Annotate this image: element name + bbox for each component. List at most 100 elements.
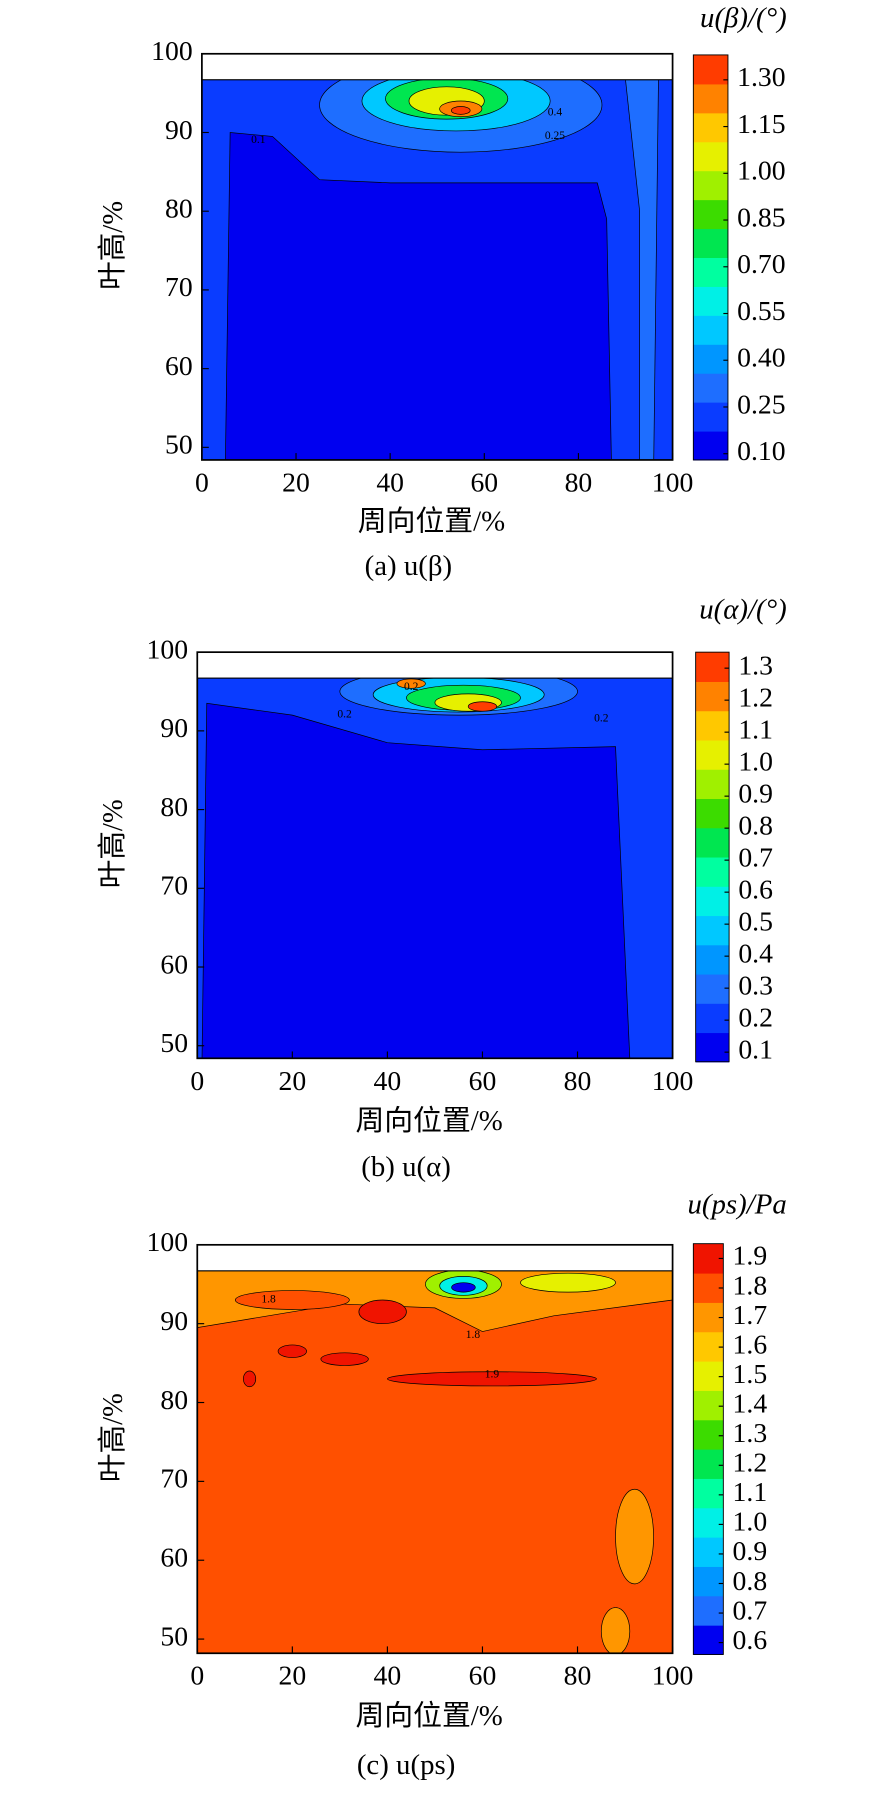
colorbar-tick-label: 1.2	[733, 1447, 768, 1478]
plot-frame	[196, 651, 674, 1060]
colorbar-band	[695, 652, 730, 682]
colorbar-band	[695, 973, 730, 1004]
colorbar-band	[693, 1331, 724, 1362]
x-tick-label: 20	[282, 467, 310, 498]
contour-label: 0.2	[337, 709, 352, 721]
colorbar-band	[693, 1419, 724, 1450]
colorbar-band	[693, 228, 728, 259]
contour-label: 1.9	[485, 1369, 500, 1381]
colorbar-tick-label: 0.9	[738, 778, 773, 809]
colorbar-tick-label: 1.0	[733, 1506, 768, 1537]
caption: (b) u(α)	[361, 1151, 451, 1183]
colorbar-tick-label: 1.1	[733, 1476, 768, 1507]
colorbar-title: u(α)/(°)	[699, 594, 787, 626]
colorbar-tick-label: 1.8	[733, 1269, 768, 1300]
colorbar-band	[695, 827, 730, 858]
colorbar-tick-label: 0.70	[737, 248, 785, 279]
y-tick-label: 60	[165, 350, 193, 381]
y-tick-label: 90	[165, 114, 193, 145]
contour-label: 0.2	[594, 713, 609, 725]
contour-region	[600, 1607, 631, 1654]
colorbar-tick-label: 0.8	[733, 1565, 768, 1596]
colorbar-tick-label: 0.7	[733, 1594, 768, 1625]
colorbar-tick-label: 1.2	[738, 682, 773, 713]
colorbar-band	[695, 856, 730, 887]
contour-region	[243, 1370, 257, 1388]
x-tick-label: 0	[190, 1660, 204, 1691]
colorbar-tick-label: 0.9	[733, 1535, 768, 1566]
plot-frame	[196, 1243, 674, 1655]
x-tick-label: 60	[469, 1660, 497, 1691]
colorbar-band	[695, 944, 730, 975]
colorbar-band	[693, 286, 728, 316]
colorbar-tick-label: 0.10	[737, 435, 785, 466]
contour-label: 0.2	[404, 681, 419, 693]
x-tick-label: 20	[278, 1660, 306, 1691]
y-tick-label: 80	[160, 1384, 188, 1415]
colorbar-band	[693, 1449, 724, 1479]
contour-region	[387, 1371, 597, 1387]
colorbar-tick-label: 1.30	[737, 61, 785, 92]
colorbar-tick-label: 1.5	[733, 1358, 768, 1389]
colorbar-band	[693, 1478, 724, 1509]
colorbar-tick-label: 1.7	[733, 1299, 768, 1330]
x-tick-label: 100	[652, 467, 694, 498]
colorbar-band	[693, 1595, 724, 1626]
colorbar-band	[695, 710, 730, 741]
x-tick-label: 80	[564, 1660, 592, 1691]
y-tick-label: 60	[160, 948, 188, 979]
colorbar-band	[693, 344, 728, 374]
x-axis-label: 周向位置/%	[355, 1105, 502, 1137]
y-axis-label: 叶高/%	[97, 201, 129, 290]
blank-band	[197, 652, 673, 679]
x-tick-label: 40	[376, 467, 404, 498]
y-tick-label: 60	[160, 1542, 188, 1573]
colorbar-tick-label: 0.7	[738, 842, 773, 873]
colorbar-tick-label: 1.00	[737, 155, 785, 186]
y-tick-label: 70	[165, 271, 193, 302]
colorbar-tick-label: 1.9	[733, 1240, 768, 1271]
colorbar-band	[693, 1390, 724, 1421]
x-tick-label: 40	[374, 1065, 402, 1096]
contour-label: 0.25	[545, 130, 565, 142]
colorbar-band	[693, 1507, 724, 1538]
x-tick-label: 80	[565, 467, 593, 498]
x-tick-label: 20	[278, 1065, 306, 1096]
contour-field	[197, 652, 673, 1059]
colorbar-band	[695, 798, 730, 829]
y-tick-label: 50	[165, 429, 193, 460]
colorbar-band	[693, 170, 728, 201]
colorbar-tick-label: 1.6	[733, 1329, 768, 1360]
contour-region	[520, 1272, 616, 1293]
colorbar-band	[695, 1032, 730, 1063]
colorbar-frame	[695, 651, 730, 1063]
colorbar-tick-label: 1.1	[738, 714, 773, 745]
x-tick-label: 100	[652, 1065, 694, 1096]
colorbar-tick-label: 1.0	[738, 746, 773, 777]
x-axis-label: 周向位置/%	[358, 506, 505, 538]
contour-region	[467, 701, 498, 712]
x-tick-label: 40	[374, 1660, 402, 1691]
colorbar-tick-label: 0.1	[738, 1034, 773, 1065]
colorbar-band	[693, 1361, 724, 1391]
colorbar-title: u(ps)/Pa	[687, 1189, 786, 1221]
x-tick-label: 60	[469, 1065, 497, 1096]
x-tick-label: 0	[195, 467, 209, 498]
colorbar-band	[693, 112, 728, 143]
colorbar-band	[695, 769, 730, 800]
colorbar-frame	[692, 54, 729, 461]
colorbar-tick-label: 0.6	[738, 874, 773, 905]
contour-label: 1.8	[261, 1294, 276, 1306]
y-tick-label: 90	[160, 712, 188, 743]
y-tick-label: 100	[151, 35, 193, 66]
colorbar-band	[693, 54, 728, 85]
colorbar-tick-label: 1.4	[733, 1388, 768, 1419]
colorbar-band	[693, 315, 728, 345]
colorbar-frame	[692, 1243, 724, 1655]
y-tick-label: 80	[160, 791, 188, 822]
y-tick-label: 70	[160, 870, 188, 901]
contour-region	[615, 1488, 654, 1585]
contour-region	[451, 106, 471, 115]
colorbar-tick-label: 0.85	[737, 201, 785, 232]
y-tick-label: 70	[160, 1463, 188, 1494]
